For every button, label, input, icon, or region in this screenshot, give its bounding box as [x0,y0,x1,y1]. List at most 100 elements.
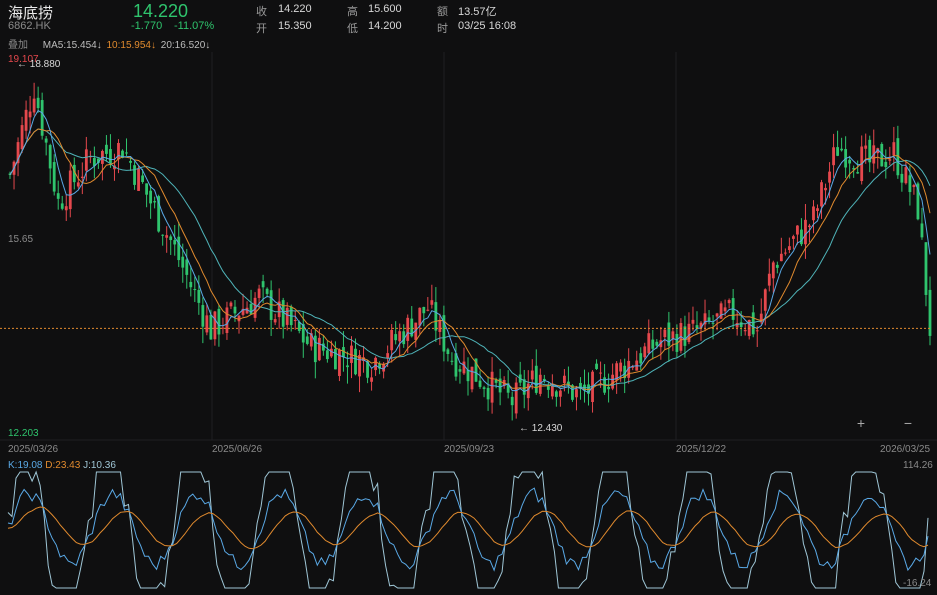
candle-body [876,148,880,154]
ma20-line [9,128,931,389]
candle-body [233,306,237,314]
ma5-value: MA5:15.454↓ [42,40,102,51]
candle-body [828,171,831,183]
candle-body [334,348,337,370]
candle-body [755,330,759,332]
candle-body [261,281,265,288]
y-max-label: 19.107 [8,54,39,65]
candle-body [627,360,631,378]
candle-body [840,148,844,151]
candle-body [687,323,691,342]
low-value: 14.200 [368,20,402,32]
candle-body [285,307,289,325]
candle-body [293,319,297,322]
candle-body [631,366,635,368]
candle-body [317,337,321,361]
candle-body [84,149,88,171]
candle-body [105,144,108,154]
candle-body [538,374,542,394]
candle-body [177,236,181,261]
ma5-line [9,109,931,394]
candle-body [394,334,398,341]
candle-body [719,303,723,319]
candle-body [213,311,217,340]
kdj-j-line [7,470,929,589]
candle-body [775,264,779,268]
candle-body [643,346,647,358]
zoom-out-button[interactable]: − [903,415,913,431]
candle-body [739,322,743,328]
high-value: 15.600 [368,3,402,15]
low-label: 低 [347,23,358,35]
candle-body [20,125,24,150]
candle-body [514,382,518,414]
candle-body [611,374,615,389]
candle-body [225,307,229,334]
candle-body [145,183,149,195]
candle-body [40,100,44,136]
candle-body [470,366,474,390]
candle-body [358,355,361,377]
candle-body [181,256,185,268]
candle-body [884,161,888,168]
candle-body [434,302,438,331]
candle-body [494,379,498,383]
candle-body [257,288,261,298]
candle-body [474,358,478,382]
candle-body [904,167,908,184]
candle-body [273,319,277,323]
time-value: 03/25 16:08 [458,20,517,32]
candle-body [24,109,28,131]
candle-body [707,317,711,322]
candle-body [812,206,815,221]
candle-body [414,322,418,340]
ma10-line [9,128,931,391]
candle-body [173,240,177,245]
candle-body [362,357,365,361]
candle-body [382,363,386,372]
candle-body [346,365,349,368]
amount-label: 额 [437,6,448,18]
candle-body [229,302,233,307]
candle-body [691,319,695,324]
candle-body [567,381,570,385]
candle-body [80,176,84,178]
candle-body [466,369,470,382]
candle-body [550,385,554,397]
candle-body [526,383,530,399]
candle-body [796,225,799,235]
time-label: 时 [437,23,448,35]
candle-body [354,348,357,375]
candle-body [237,315,241,322]
candle-body [338,349,341,376]
ma-bar: 叠加 MA5:15.454↓ 10:15.954↓ 20:16.520↓ [8,36,212,51]
candle-body [313,335,317,363]
candle-body [868,139,872,163]
candle-body [856,172,860,174]
candle-body [72,164,76,183]
candle-body [109,149,112,164]
candle-body [92,157,96,167]
candle-body [245,307,249,314]
candle-body [816,208,819,211]
candle-body [48,145,52,169]
overlay-button[interactable]: 叠加 [8,40,28,51]
candle-body [522,379,526,395]
candle-body [398,331,402,342]
current-price: 14.220 [133,1,189,21]
candle-body [193,289,197,291]
candle-body [241,308,245,315]
ma10-value: 10:15.954↓ [106,40,157,51]
kdj-d-value: D:23.43 [45,460,81,471]
candle-body [197,289,201,303]
candle-body [820,182,823,207]
candle-body [683,326,687,346]
candle-body [607,386,611,390]
candle-body [297,321,301,331]
candle-body [442,315,446,352]
candle-body [418,307,422,326]
candle-body [655,341,659,346]
zoom-in-button[interactable]: + [856,415,866,431]
candle-body [563,375,566,384]
